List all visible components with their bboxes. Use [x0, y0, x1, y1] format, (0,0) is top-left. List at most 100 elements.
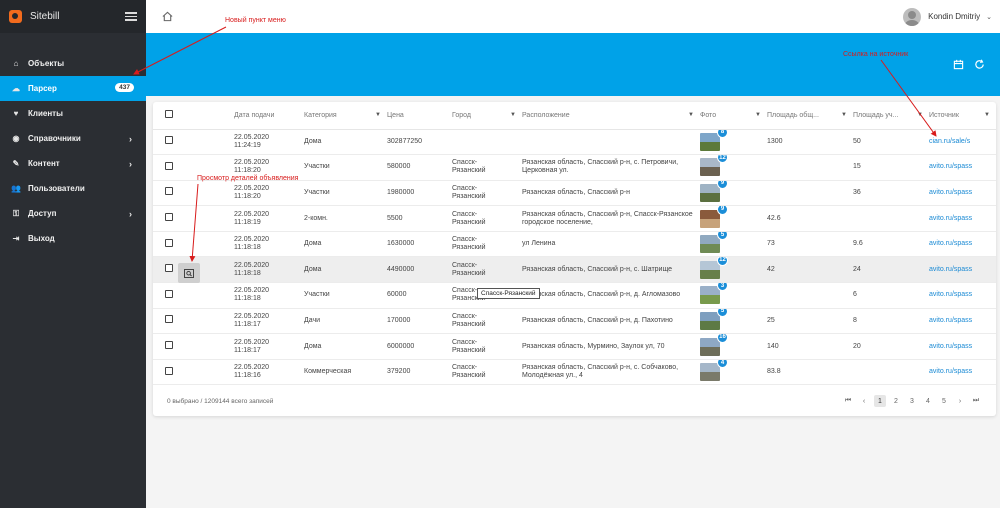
table-row[interactable]: 22.05.2020 11:24:19 Дома 302877250 8 1300 50 ci… — [153, 129, 996, 156]
column-header-location[interactable]: Расположение ▼ — [522, 102, 700, 130]
sort-caret-icon[interactable]: ▼ — [984, 112, 990, 118]
sitebill-logo-icon — [9, 10, 22, 23]
row-checkbox[interactable] — [165, 315, 173, 324]
sort-caret-icon[interactable]: ▼ — [841, 112, 847, 118]
first-page-icon[interactable]: ⏮ — [844, 397, 852, 404]
chevron-down-icon[interactable]: ⌄ — [986, 13, 992, 21]
photo-thumbnail[interactable]: 3 — [700, 282, 728, 305]
chevron-right-icon: › — [129, 208, 132, 219]
table-row[interactable]: 22.05.2020 11:18:20 Участки 580000 Спасск-Ря… — [153, 154, 996, 181]
sidebar-item-3[interactable]: ◉ Справочники › — [0, 126, 146, 151]
row-checkbox[interactable] — [165, 366, 173, 375]
sidebar-item-4[interactable]: ✎ Контент › — [0, 151, 146, 176]
row-location: Рязанская область, Спасский р-н, д. Агло… — [522, 282, 700, 309]
sort-caret-icon[interactable]: ▼ — [510, 112, 516, 118]
prev-page-icon[interactable]: ‹ — [862, 397, 866, 405]
sort-caret-icon[interactable]: ▼ — [917, 112, 923, 118]
sort-caret-icon[interactable]: ▼ — [688, 112, 694, 118]
last-page-icon[interactable]: ⏭ — [972, 397, 980, 404]
column-header-area-plot[interactable]: Площадь уч... ▼ — [853, 102, 929, 130]
table-row[interactable]: 22.05.2020 11:18:18 Участки 60000 Спасск-Ряз… — [153, 282, 996, 309]
sidebar: Sitebill ⌂ Объекты ☁ Парсер 437 ♥ Клиенты ◉ Спра… — [0, 0, 146, 508]
column-header-source[interactable]: Источник ▼ — [929, 102, 996, 130]
sidebar-item-2[interactable]: ♥ Клиенты — [0, 101, 146, 126]
column-header-date[interactable]: Дата подачи — [234, 102, 304, 130]
row-price: 4490000 — [387, 256, 452, 284]
annotation-new-menu-item: Новый пункт меню — [225, 17, 286, 24]
table-row[interactable]: 22.05.2020 11:18:19 2-комн. 5500 Спасск-Ряза… — [153, 205, 996, 232]
home-icon[interactable] — [161, 11, 173, 23]
source-link[interactable]: cian.ru/sale/s — [929, 137, 971, 145]
photo-thumbnail[interactable]: 12 — [700, 256, 728, 279]
photo-thumbnail[interactable]: 8 — [700, 129, 728, 151]
select-all-checkbox[interactable] — [165, 110, 173, 119]
next-page-icon[interactable]: › — [958, 397, 962, 405]
row-price: 379200 — [387, 359, 452, 386]
page-button-4[interactable]: 4 — [926, 397, 930, 405]
page-button-3[interactable]: 3 — [910, 397, 914, 405]
sidebar-item-6[interactable]: ⚿ Доступ › — [0, 201, 146, 226]
column-header-photo[interactable]: Фото ▼ — [700, 102, 767, 130]
row-checkbox[interactable] — [165, 161, 173, 170]
page-button-2[interactable]: 2 — [894, 397, 898, 405]
photo-thumbnail[interactable]: 12 — [700, 154, 728, 177]
selection-info: 0 выбрано / 1209144 всего записей — [167, 397, 274, 405]
sort-caret-icon[interactable]: ▼ — [375, 112, 381, 118]
sidebar-item-5[interactable]: 👥 Пользователи — [0, 176, 146, 201]
photo-thumbnail[interactable]: 5 — [700, 308, 728, 330]
row-checkbox[interactable] — [165, 136, 173, 145]
view-details-button[interactable] — [178, 263, 200, 283]
column-header-city[interactable]: Город ▼ — [452, 102, 522, 130]
source-link[interactable]: avito.ru/spass — [929, 214, 973, 222]
photo-thumbnail[interactable]: 9 — [700, 205, 728, 228]
photo-thumbnail[interactable]: 9 — [700, 180, 728, 202]
table-row[interactable]: 22.05.2020 11:18:16 Коммерческая 379200 Спас… — [153, 359, 996, 386]
source-link[interactable]: avito.ru/spass — [929, 188, 973, 196]
page-button-5[interactable]: 5 — [942, 397, 946, 405]
table-row[interactable]: 22.05.2020 11:18:18 Дома 4490000 Спасск-Ряза… — [153, 256, 996, 284]
photo-thumbnail[interactable]: 5 — [700, 231, 728, 254]
sidebar-item-7[interactable]: ⇥ Выход — [0, 226, 146, 251]
column-header-price[interactable]: Цена — [387, 102, 452, 130]
sidebar-item-1[interactable]: ☁ Парсер 437 — [0, 76, 146, 101]
source-link[interactable]: avito.ru/spass — [929, 316, 973, 324]
hamburger-menu-icon[interactable] — [125, 12, 137, 21]
row-checkbox[interactable] — [165, 341, 173, 350]
row-checkbox[interactable] — [165, 289, 173, 298]
source-link[interactable]: avito.ru/spass — [929, 163, 973, 171]
photo-thumbnail[interactable]: 4 — [700, 359, 728, 382]
row-city: Спасск-Рязанский — [452, 308, 522, 335]
row-checkbox[interactable] — [165, 187, 173, 196]
photo-count-badge: 5 — [717, 308, 728, 317]
column-header-category[interactable]: Категория ▼ — [304, 102, 387, 130]
user-menu[interactable]: Kondin Dmitriy ⌄ — [903, 7, 1000, 26]
avatar[interactable] — [903, 7, 922, 26]
source-link[interactable]: avito.ru/spass — [929, 368, 973, 376]
source-link[interactable]: avito.ru/spass — [929, 240, 973, 248]
source-link[interactable]: avito.ru/spass — [929, 342, 973, 350]
source-link[interactable]: avito.ru/spass — [929, 265, 973, 273]
photo-thumbnail[interactable]: 16 — [700, 333, 728, 356]
row-date: 22.05.2020 — [234, 261, 270, 269]
user-name[interactable]: Kondin Dmitriy — [928, 12, 981, 21]
calendar-icon[interactable] — [953, 59, 964, 70]
row-location: Рязанская область, Спасский р-н, с. Собч… — [522, 359, 700, 386]
column-header-area-total[interactable]: Площадь общ... ▼ — [767, 102, 853, 130]
source-link[interactable]: avito.ru/spass — [929, 291, 973, 299]
table-row[interactable]: 22.05.2020 11:18:20 Участки 1980000 Спасск-Р… — [153, 180, 996, 207]
table-row[interactable]: 22.05.2020 11:18:17 Дома 6000000 Спасск-Ряза… — [153, 333, 996, 360]
row-category: Дома — [304, 231, 387, 258]
row-location: Рязанская область, Спасский р-н, Спасск-… — [522, 205, 700, 232]
sidebar-item-0[interactable]: ⌂ Объекты — [0, 51, 146, 76]
search-icon[interactable] — [184, 268, 194, 278]
table-row[interactable]: 22.05.2020 11:18:17 Дачи 170000 Спасск-Рязан… — [153, 308, 996, 335]
table-row[interactable]: 22.05.2020 11:18:18 Дома 1630000 Спасск-Ряза… — [153, 231, 996, 258]
brand: Sitebill — [0, 0, 146, 33]
sort-caret-icon[interactable]: ▼ — [755, 112, 761, 118]
page-button-1[interactable]: 1 — [874, 395, 886, 407]
row-date: 22.05.2020 — [234, 210, 270, 218]
refresh-icon[interactable] — [974, 59, 985, 70]
row-checkbox[interactable] — [165, 264, 173, 273]
row-checkbox[interactable] — [165, 213, 173, 222]
row-checkbox[interactable] — [165, 238, 173, 247]
